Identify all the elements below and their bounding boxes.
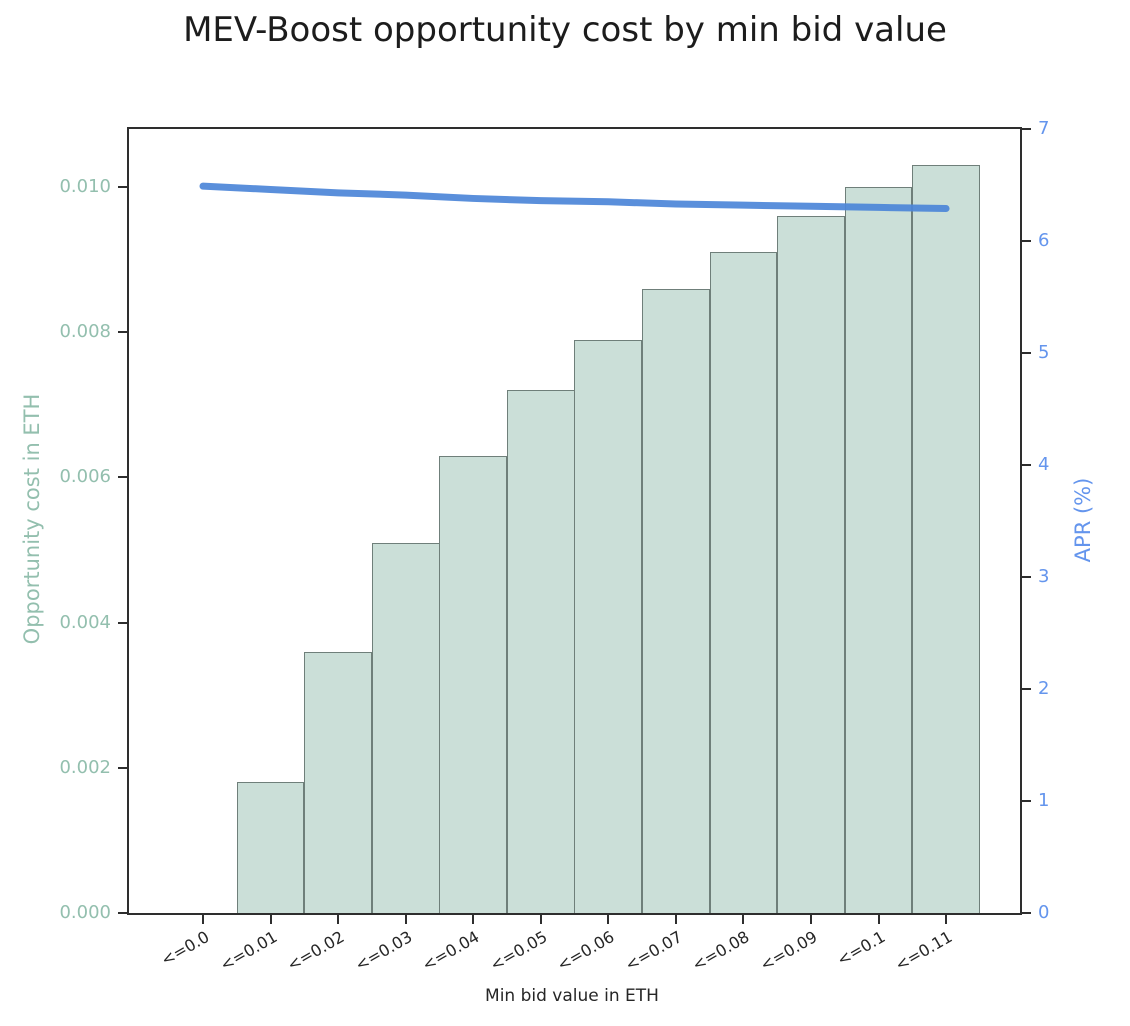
right-tick-label: 4	[1038, 454, 1050, 475]
x-axis-label: Min bid value in ETH	[485, 986, 659, 1006]
right-tick-mark	[1022, 576, 1031, 578]
right-tick-label: 6	[1038, 230, 1050, 251]
x-tick-mark	[945, 915, 948, 924]
right-y-axis-label: APR (%)	[1071, 477, 1095, 563]
right-tick-label: 3	[1038, 566, 1050, 587]
right-tick-mark	[1022, 800, 1031, 802]
left-tick-mark	[118, 766, 127, 769]
x-tick-mark	[202, 915, 204, 924]
right-tick-mark	[1022, 128, 1031, 130]
bar	[777, 216, 845, 913]
right-tick-label: 2	[1038, 678, 1050, 699]
bar	[506, 390, 575, 913]
right-tick-mark	[1022, 240, 1031, 242]
left-tick-mark	[118, 186, 127, 189]
apr-line	[199, 182, 950, 213]
left-tick-label: 0.002	[59, 756, 111, 778]
right-tick-mark	[1022, 352, 1031, 354]
x-tick-mark	[607, 915, 610, 924]
x-tick-mark	[404, 915, 407, 924]
bar	[439, 455, 508, 913]
left-y-axis-label: Opportunity cost in ETH	[20, 393, 44, 645]
left-tick-mark	[118, 912, 127, 914]
apr-line-layer	[199, 182, 950, 213]
left-tick-mark	[118, 331, 127, 334]
right-tick-label: 7	[1038, 118, 1050, 139]
x-tick-mark	[539, 915, 542, 924]
left-tick-label: 0.008	[59, 321, 111, 343]
bar	[236, 782, 305, 913]
right-tick-label: 5	[1038, 342, 1050, 363]
x-tick-mark	[877, 915, 880, 924]
x-tick-mark	[742, 915, 745, 924]
left-tick-label: 0.000	[59, 902, 111, 923]
x-tick-mark	[674, 915, 677, 924]
plot-area: 0.000 0.002 0.004 0.006 0.008 0.010 0 1 2 3 4 5 6 7 <=…	[59, 118, 1049, 975]
x-tick-mark	[809, 915, 812, 924]
bar	[304, 651, 372, 913]
right-tick-mark	[1022, 688, 1031, 690]
bar	[709, 252, 778, 913]
right-tick-mark	[1022, 464, 1031, 466]
left-tick-label: 0.004	[59, 611, 111, 633]
left-tick-mark	[118, 621, 127, 624]
left-tick-label: 0.010	[59, 176, 111, 198]
chart-title: MEV-Boost opportunity cost by min bid va…	[183, 10, 947, 50]
right-tick-mark	[1022, 912, 1031, 914]
bar	[574, 339, 643, 913]
x-tick-mark	[337, 915, 340, 924]
right-tick-label: 0	[1038, 902, 1050, 923]
bar	[912, 165, 980, 913]
right-tick-label: 1	[1038, 790, 1050, 811]
x-tick-mark	[472, 915, 475, 924]
bar	[641, 288, 710, 913]
x-tick-mark	[269, 915, 272, 924]
left-tick-label: 0.006	[59, 466, 111, 488]
bar	[844, 187, 913, 913]
left-tick-mark	[118, 476, 127, 479]
bar	[371, 542, 440, 913]
